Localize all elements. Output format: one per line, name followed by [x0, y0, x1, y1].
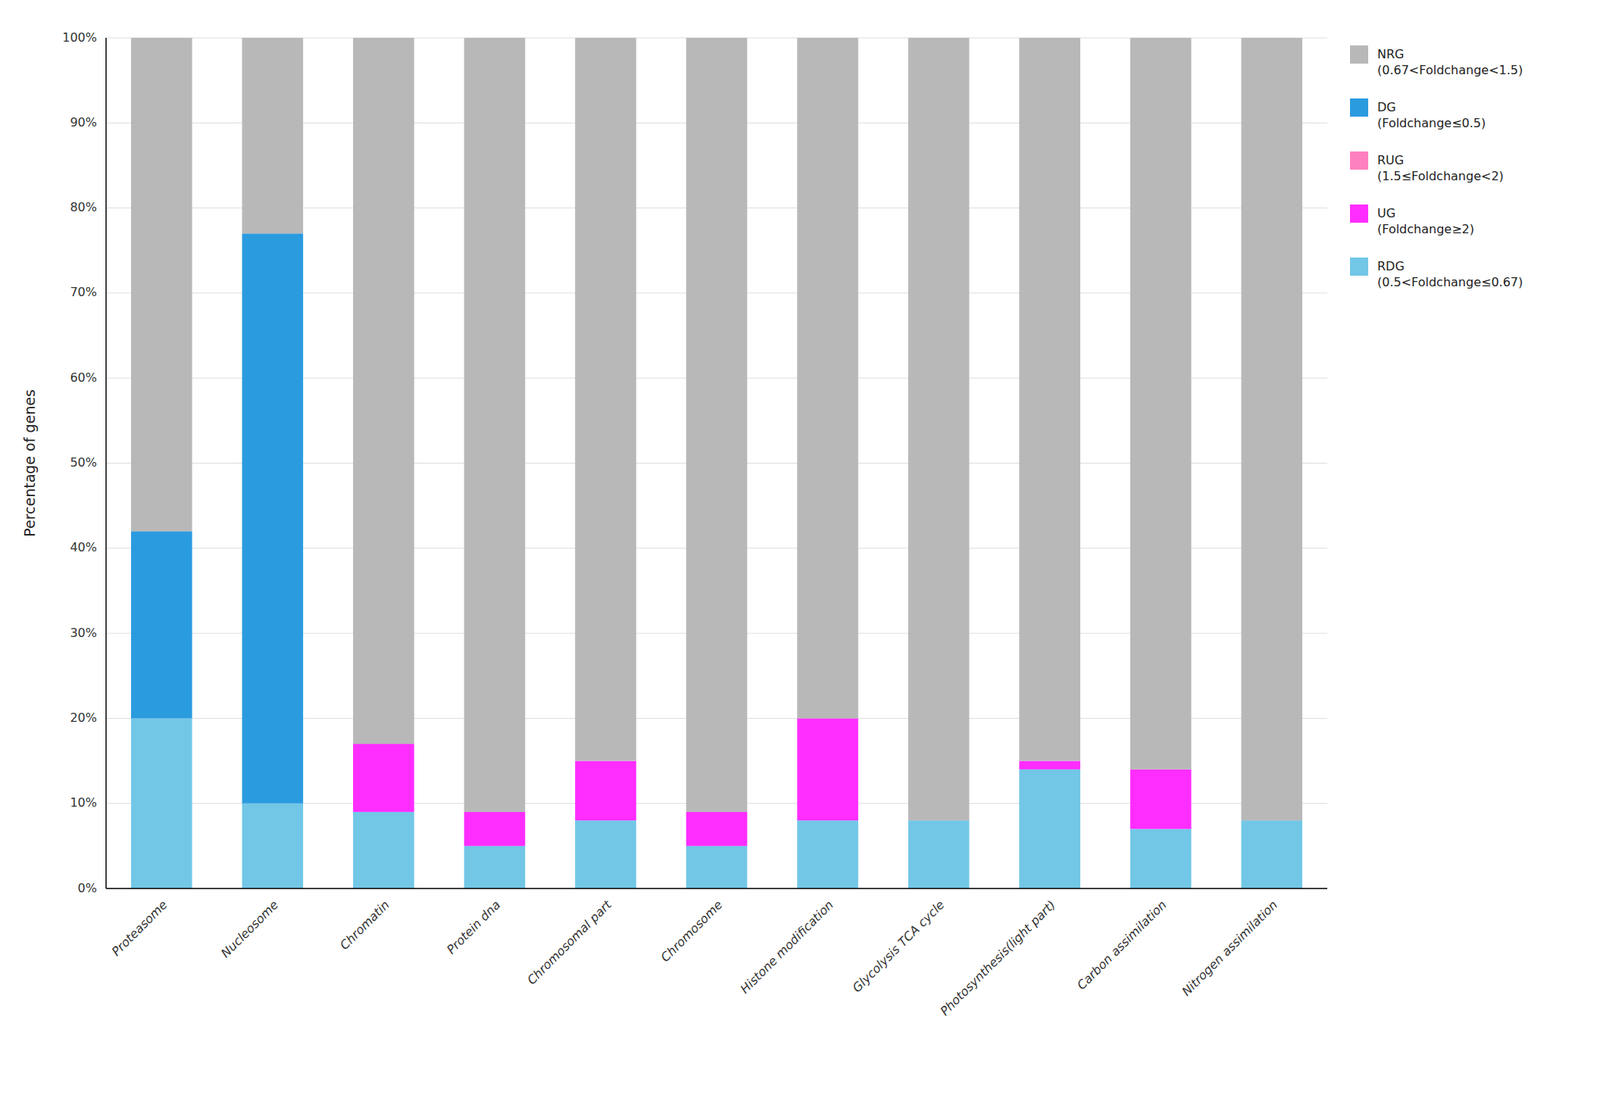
bar-segment: [1240, 820, 1303, 889]
background: [0, 0, 1600, 1093]
x-tick-label: Histone modification: [737, 897, 836, 997]
x-tick-label: Chromosome: [657, 897, 725, 966]
bar-segment: [131, 718, 193, 889]
legend-swatch: [1350, 45, 1369, 64]
y-tick-label: 80%: [69, 200, 97, 215]
bar-segment: [796, 37, 859, 719]
series: [131, 37, 1303, 821]
legend-swatch: [1350, 257, 1369, 276]
grid: [106, 37, 1328, 889]
legend-label: UG(Foldchange≥2): [1377, 206, 1475, 237]
legend-label: NRG(0.67<Foldchange<1.5): [1377, 46, 1523, 78]
bar-segment: [242, 37, 304, 234]
bar-segment: [686, 812, 748, 847]
legend-swatch: [1350, 151, 1369, 170]
x-tick-label: Photosynthesis(light part): [937, 897, 1059, 1019]
y-tick-label: 40%: [69, 540, 97, 555]
bar-segment: [1130, 828, 1192, 889]
bar-segment: [575, 820, 637, 889]
legend-label: RDG(0.5<Foldchange≤0.67): [1377, 259, 1523, 290]
bar-segment: [1130, 37, 1192, 770]
bar-segment: [1130, 769, 1192, 830]
y-tick-label: 0%: [78, 881, 97, 896]
y-axis-line: [105, 37, 107, 889]
y-tick-label: 50%: [69, 455, 97, 470]
bar-segment: [242, 803, 304, 889]
x-tick-label: Chromosomal part: [524, 896, 615, 988]
y-tick-label: 90%: [69, 115, 97, 130]
grid-line: [106, 888, 1328, 890]
bar-segment: [353, 37, 415, 744]
bar-segment: [796, 820, 859, 889]
legend-label: DG(Foldchange≤0.5): [1377, 100, 1486, 131]
bar-segment: [908, 820, 970, 889]
x-tick-label: Protein dna: [443, 897, 504, 957]
chart: 0% 10% 20% 30% 40% 50% 60% 70% 80% 90% 100% Proteas…: [0, 0, 1600, 1093]
bar-segment: [686, 846, 748, 889]
bar-segment: [908, 37, 970, 821]
bar-segment: [575, 37, 637, 762]
bar-segment: [464, 812, 526, 847]
bar-segment: [686, 37, 748, 813]
x-tick-label: Proteasome: [109, 897, 171, 960]
x-axis-line: [106, 887, 1328, 890]
legend: NRG(0.67<Foldchange<1.5) DG(Foldchange≤0.…: [1350, 45, 1523, 290]
y-tick-label: 20%: [69, 710, 97, 725]
x-axis: Proteasome Nucleosome Chromatin Protein dna…: [109, 896, 1281, 1019]
bar-segment: [796, 718, 859, 821]
y-axis: 0% 10% 20% 30% 40% 50% 60% 70% 80% 90% 100%: [62, 30, 97, 896]
bar-segment: [1018, 37, 1081, 762]
bar-segment: [575, 761, 637, 822]
bar-segment: [131, 37, 193, 532]
bar-segment: [1018, 769, 1081, 889]
x-tick-label: Nucleosome: [218, 897, 282, 961]
legend-swatch: [1350, 98, 1369, 117]
y-axis-label: Percentage of genes: [21, 389, 38, 538]
y-tick-label: 60%: [69, 370, 97, 385]
y-tick-label: 70%: [69, 284, 97, 300]
bar-segment: [242, 233, 304, 804]
bar-segment: [1240, 37, 1303, 821]
bar-segment: [464, 37, 526, 813]
bar-segment: [1018, 761, 1081, 770]
x-tick-label: Carbon assimilation: [1074, 897, 1170, 994]
x-tick-label: Glycolysis TCA cycle: [849, 897, 947, 996]
legend-swatch: [1350, 204, 1369, 223]
legend-label: RUG(1.5≤Foldchange<2): [1377, 153, 1504, 184]
bar-segment: [353, 812, 415, 889]
y-tick-label: 100%: [62, 30, 97, 45]
y-tick-label: 10%: [69, 795, 97, 810]
bar-segment: [464, 846, 526, 889]
x-tick-label: Chromatin: [337, 897, 393, 954]
x-tick-label: Nitrogen assimilation: [1178, 897, 1281, 1000]
bar-segment: [131, 531, 193, 719]
bar-segment: [353, 743, 415, 813]
y-tick-label: 30%: [69, 625, 97, 641]
bars: [131, 37, 1303, 889]
